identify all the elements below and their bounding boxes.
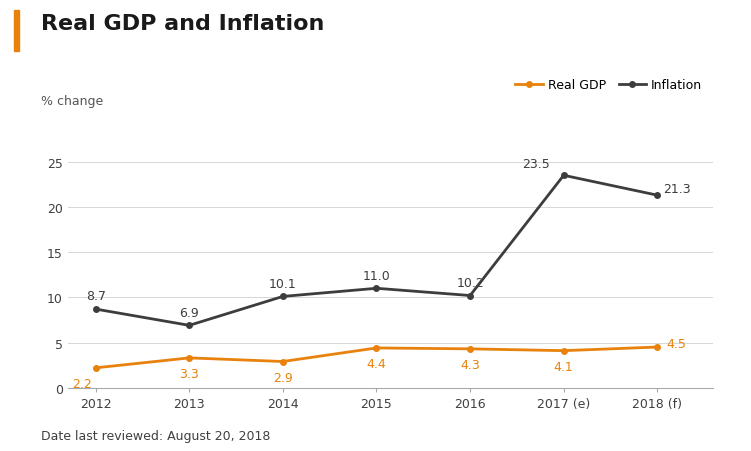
Text: 10.1: 10.1 [269,277,297,290]
Text: 6.9: 6.9 [179,306,199,319]
Text: 2.9: 2.9 [273,371,293,384]
Text: 4.5: 4.5 [667,337,686,350]
Text: 21.3: 21.3 [663,183,691,196]
Text: 23.5: 23.5 [522,157,550,170]
Text: Date last reviewed: August 20, 2018: Date last reviewed: August 20, 2018 [41,429,270,442]
Text: 4.3: 4.3 [460,359,480,372]
Text: 3.3: 3.3 [179,368,199,381]
Text: 10.2: 10.2 [456,276,484,289]
Text: 8.7: 8.7 [86,290,106,303]
Text: % change: % change [41,95,104,108]
Legend: Real GDP, Inflation: Real GDP, Inflation [511,74,707,97]
Text: Real GDP and Inflation: Real GDP and Inflation [41,14,324,33]
Text: 4.1: 4.1 [553,360,574,373]
Text: 2.2: 2.2 [72,377,92,391]
Text: 4.4: 4.4 [366,358,386,371]
Text: 11.0: 11.0 [363,269,391,282]
